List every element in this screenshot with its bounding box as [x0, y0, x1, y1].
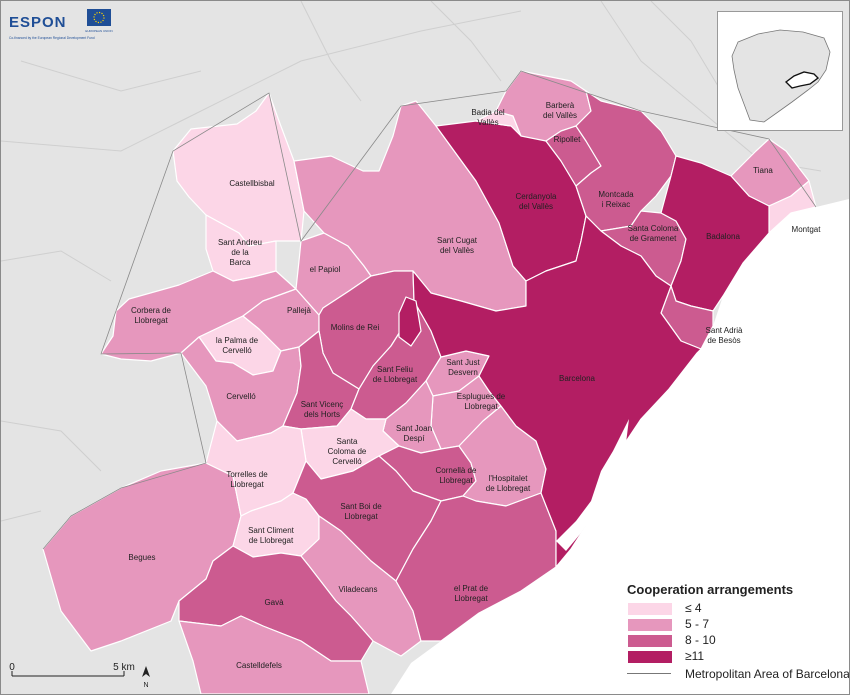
sea-area: [391, 199, 849, 694]
espon-logo-graphic: ESPON EUROPEAN UNION Co-financed by the …: [9, 9, 113, 40]
legend-label-class-1: ≤ 4: [685, 601, 702, 615]
label-molins: Molins de Rei: [331, 323, 380, 332]
label-torrelles: Torrelles de Llobregat: [226, 470, 268, 489]
legend-swatch-class-1: [627, 602, 673, 616]
label-begues: Begues: [128, 553, 155, 562]
label-barcelona: Barcelona: [559, 374, 596, 383]
label-scg: Santa Coloma de Gramenet: [628, 224, 679, 243]
label-esplugues: Esplugues de Llobregat: [457, 392, 506, 411]
eu-caption: EUROPEAN UNION: [85, 29, 112, 33]
label-montcada: Montcada i Reixac: [598, 190, 634, 209]
label-scc: Santa Coloma de Cervelló: [328, 437, 367, 466]
espon-wordmark: ESPON: [9, 14, 67, 31]
legend-title: Cooperation arrangements: [627, 582, 794, 597]
legend: Cooperation arrangements ≤ 4 5 - 7 8 - 1…: [619, 579, 849, 689]
label-santcugat: Sant Cugat del Vallès: [437, 236, 478, 255]
espon-logo: ESPON EUROPEAN UNION Co-financed by the …: [7, 7, 117, 43]
label-gava: Gavà: [264, 598, 284, 607]
region-molins-enclave: [398, 296, 422, 347]
label-adria: Sant Adrià de Besòs: [706, 326, 743, 345]
label-papiol: el Papiol: [310, 265, 341, 274]
metropolitan-boundary: [42, 70, 817, 550]
locator-map-graphic: [731, 29, 831, 123]
label-vicenc: Sant Vicenç dels Horts: [301, 400, 344, 419]
eu-flag-icon: [87, 9, 111, 26]
label-santjust: Sant Just Desvern: [446, 358, 480, 377]
label-castelldefels: Castelldefels: [236, 661, 282, 670]
label-ripollet: Ripollet: [554, 135, 581, 144]
label-tiana: Tiana: [753, 166, 773, 175]
locator-inset-map: [717, 11, 843, 131]
legend-label-boundary: Metropolitan Area of Barcelona: [685, 667, 850, 681]
region-barcelona: [412, 215, 702, 568]
label-climent: Sant Climent de Llobregat: [248, 526, 295, 545]
scale-start-label: 0: [9, 663, 15, 673]
label-hosp: l'Hospitalet de Llobregat: [486, 474, 531, 493]
north-label: N: [143, 682, 148, 689]
north-arrow-icon: [142, 666, 150, 677]
label-viladecans: Viladecans: [339, 585, 378, 594]
region-castelldefels: [178, 615, 370, 694]
label-cornella: Cornellà de Llobregat: [436, 466, 477, 485]
legend-label-class-3: 8 - 10: [685, 633, 716, 647]
label-badalona: Badalona: [706, 232, 740, 241]
region-corbera: [100, 270, 297, 362]
scale-bar: 0 5 km N: [9, 663, 150, 689]
region-montcada: [575, 90, 677, 232]
label-badia: Badia del Vallès: [471, 108, 505, 127]
label-castellbisbal: Castellbisbal: [229, 179, 275, 188]
label-santfeliu: Sant Feliu de Llobregat: [373, 365, 418, 384]
label-lapalma: la Palma de Cervelló: [216, 336, 259, 355]
eu-stars-icon: [93, 11, 105, 24]
label-cervello: Cervelló: [226, 392, 256, 401]
label-santandreu: Sant Andreu de la Barca: [218, 238, 262, 267]
label-montgat: Montgat: [792, 225, 822, 234]
municipality-labels: Badia del Vallès Barberà del Vallès Ripoll…: [128, 101, 821, 670]
label-barbera: Barberà del Vallès: [543, 101, 577, 120]
metropolitan-area-outline: [784, 71, 820, 89]
scale-bar-graphic: 0 5 km N: [9, 663, 150, 689]
label-palleja: Pallejà: [287, 306, 312, 315]
label-corbera: Corbera de Llobregat: [131, 306, 172, 325]
label-santboi: Sant Boi de Llobregat: [340, 502, 382, 521]
background-roads: [1, 1, 822, 522]
region-castellbisbal: [172, 92, 305, 247]
label-prat: el Prat de Llobregat: [454, 584, 489, 603]
legend-label-class-4: ≥11: [685, 649, 705, 663]
legend-label-class-2: 5 - 7: [685, 617, 710, 631]
port-area: [556, 419, 629, 551]
scale-end-label: 5 km: [113, 663, 135, 673]
legend-boundary-line: [627, 673, 671, 674]
label-joan: Sant Joan Despí: [396, 424, 432, 443]
catalonia-outline: [731, 29, 831, 123]
legend-swatch-class-2: [627, 618, 673, 632]
legend-swatch-class-3: [627, 634, 673, 648]
espon-tagline: Co-financed by the European Regional Dev…: [9, 36, 95, 40]
legend-swatch-class-4: [627, 650, 673, 664]
label-cerdanyola: Cerdanyola del Vallès: [516, 192, 557, 211]
